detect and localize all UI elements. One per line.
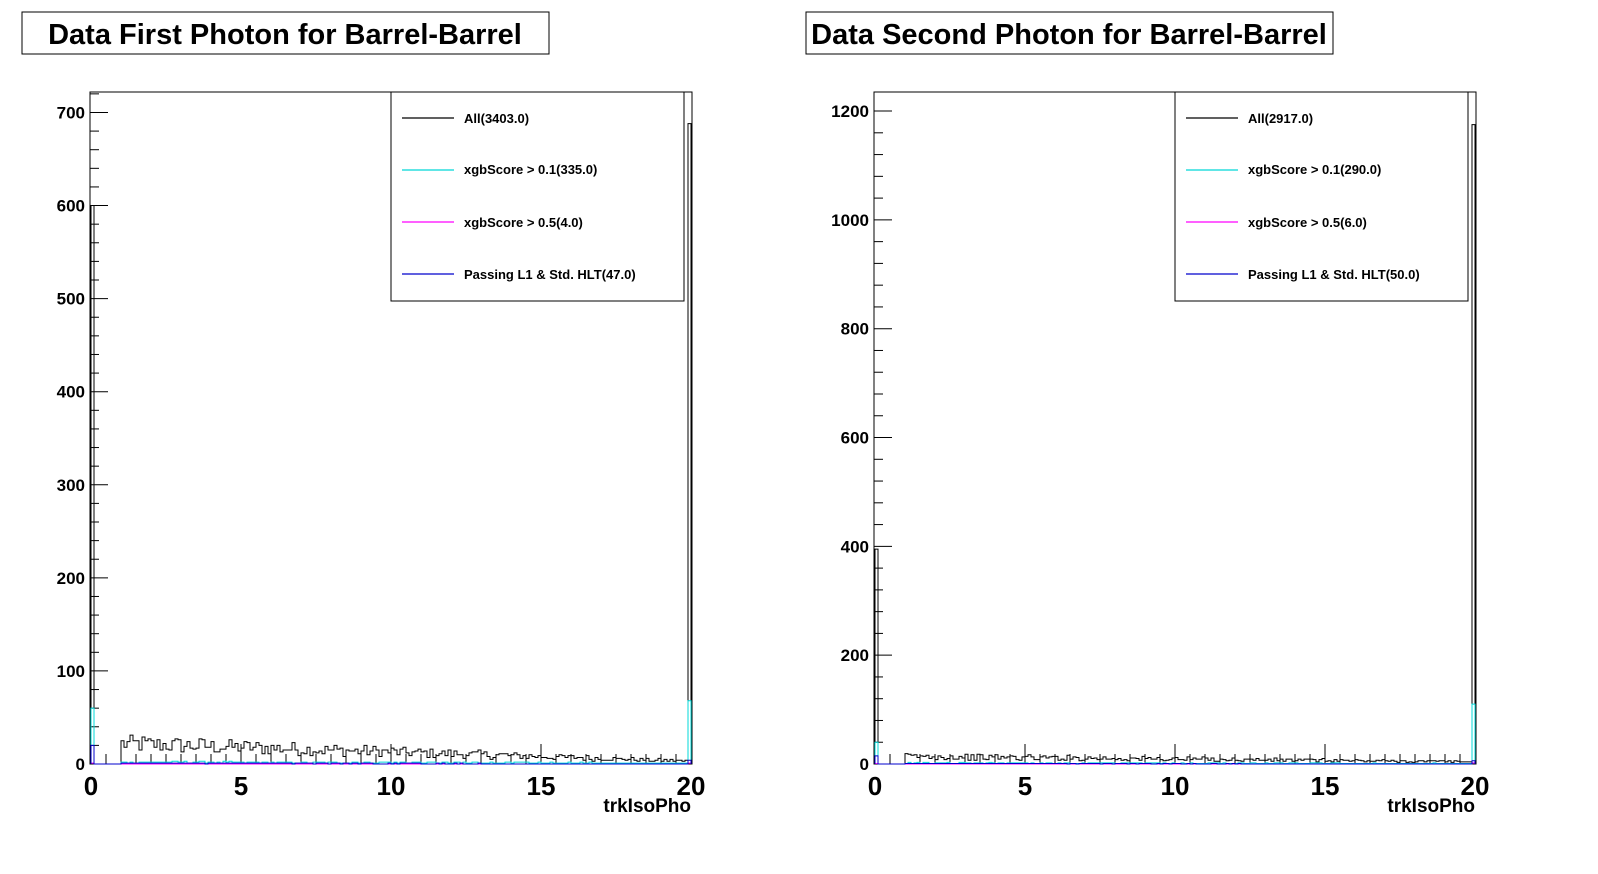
- legend-1: All(3403.0) xgbScore > 0.1(335.0) xgbSco…: [390, 91, 685, 302]
- y-tick-label: 100: [57, 662, 85, 681]
- y-tick-label: 800: [841, 320, 869, 339]
- title-box-2: [805, 11, 1334, 55]
- histogram-series-2: [874, 124, 1476, 765]
- chart-title-1: Data First Photon for Barrel-Barrel: [48, 19, 522, 51]
- y-axis-ticks-1: 0 100 200 300 400 500 600 700: [57, 93, 108, 774]
- y-tick-label: 700: [57, 103, 85, 122]
- x-tick-label: 0: [868, 771, 882, 801]
- y-tick-label: 0: [76, 755, 85, 774]
- x-tick-label: 5: [234, 771, 248, 801]
- y-tick-label: 400: [57, 383, 85, 402]
- y-tick-label: 600: [57, 197, 85, 216]
- legend-label-xgb01-2: xgbScore > 0.1(290.0): [1248, 162, 1381, 177]
- x-tick-label: 10: [1161, 771, 1190, 801]
- y-tick-label: 1200: [831, 102, 869, 121]
- legend-label-xgb01-1: xgbScore > 0.1(335.0): [464, 162, 597, 177]
- y-tick-label: 200: [841, 646, 869, 665]
- series-line-xgb01: [874, 703, 1476, 765]
- x-tick-label: 15: [1311, 771, 1340, 801]
- y-tick-label: 500: [57, 290, 85, 309]
- series-line-xgb01: [90, 700, 692, 765]
- y-tick-label: 0: [860, 755, 869, 774]
- legend-label-hlt-2: Passing L1 & Std. HLT(50.0): [1248, 267, 1420, 282]
- x-axis-label-2: trkIsoPho: [1387, 796, 1475, 817]
- panel-first-photon: Data First Photon for Barrel-Barrel 0100…: [21, 11, 706, 817]
- x-tick-label: 0: [84, 771, 98, 801]
- legend-label-all-2: All(2917.0): [1248, 111, 1313, 126]
- y-axis-ticks-2: 0 200 400 600 800 1000 1200: [831, 102, 892, 774]
- y-tick-label: 300: [57, 476, 85, 495]
- y-tick-label: 400: [841, 537, 869, 556]
- series-line-all: [90, 123, 692, 765]
- panel-second-photon: Data Second Photon for Barrel-Barrel 0 20…: [805, 11, 1490, 817]
- title-box-1: [21, 11, 550, 55]
- x-tick-label: 10: [377, 771, 406, 801]
- series-line-hlt: [874, 755, 1476, 765]
- legend-label-hlt-1: Passing L1 & Std. HLT(47.0): [464, 267, 636, 282]
- x-tick-label: 20: [1461, 771, 1490, 801]
- legend-2: All(2917.0) xgbScore > 0.1(290.0) xgbSco…: [1174, 91, 1469, 302]
- legend-label-xgb05-1: xgbScore > 0.5(4.0): [464, 215, 583, 230]
- x-tick-label: 20: [677, 771, 706, 801]
- x-axis-label-1: trkIsoPho: [603, 796, 691, 817]
- y-tick-label: 600: [841, 429, 869, 448]
- legend-label-all-1: All(3403.0): [464, 111, 529, 126]
- legend-label-xgb05-2: xgbScore > 0.5(6.0): [1248, 215, 1367, 230]
- series-line-all: [874, 124, 1476, 765]
- x-tick-label: 5: [1018, 771, 1032, 801]
- x-axis-ticks-1: 0 5 10 15 20: [84, 744, 706, 801]
- y-tick-label: 1000: [831, 211, 869, 230]
- legend-box-1: [390, 91, 685, 302]
- chart-title-2: Data Second Photon for Barrel-Barrel: [811, 19, 1327, 51]
- y-tick-label: 200: [57, 569, 85, 588]
- legend-box-2: [1174, 91, 1469, 302]
- series-line-hlt: [90, 744, 692, 765]
- x-tick-label: 15: [527, 771, 556, 801]
- histogram-series-1: [90, 123, 692, 765]
- x-axis-ticks-2: 0 5 10 15 20: [868, 744, 1490, 801]
